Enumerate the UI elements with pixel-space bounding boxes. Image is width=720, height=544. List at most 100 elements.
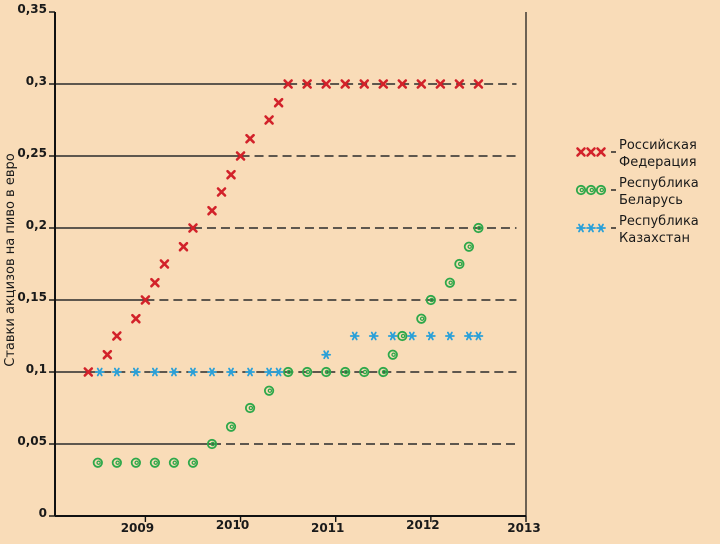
y-tick-label: 0,2 xyxy=(26,218,47,232)
legend-marker xyxy=(586,223,596,233)
data-point xyxy=(264,115,274,125)
legend-item-belarus: Республика Беларусь xyxy=(575,176,699,208)
marker-core xyxy=(589,187,595,193)
data-point xyxy=(416,79,427,89)
legend-label-line1: Российская xyxy=(619,138,697,153)
marker-ring xyxy=(321,366,332,378)
marker-stroke xyxy=(323,350,330,360)
marker-stroke xyxy=(83,367,94,377)
marker-ring xyxy=(387,349,398,360)
data-point xyxy=(378,366,389,378)
marker-ring xyxy=(302,366,313,378)
data-point xyxy=(340,79,351,89)
data-point xyxy=(188,223,198,233)
marker-core xyxy=(96,460,101,465)
marker-stroke xyxy=(340,79,351,89)
data-marks xyxy=(83,79,484,468)
marker-core xyxy=(391,352,396,357)
marker-stroke xyxy=(275,367,282,377)
data-point xyxy=(406,331,417,341)
legend-label-line2: Федерация xyxy=(619,155,697,170)
marker-core xyxy=(172,460,177,465)
data-point xyxy=(463,241,475,252)
series-belarus xyxy=(92,222,484,468)
legend-marker xyxy=(586,147,596,157)
data-point xyxy=(112,331,122,341)
marker-stroke xyxy=(112,331,122,341)
marker-ring xyxy=(130,457,141,468)
axis-layer: 0 0,05 0,1 0,15 0,2 0,25 0,3 0,35 2009 2010 2011 20… xyxy=(17,2,540,535)
marker-stroke xyxy=(359,79,370,89)
legend-item-russia: Российская Федерация xyxy=(576,138,697,170)
legend-marker xyxy=(575,184,587,196)
marker-stroke xyxy=(264,115,274,125)
legend-marker xyxy=(595,184,607,196)
marker-core xyxy=(324,369,330,375)
y-tick-label: 0,3 xyxy=(26,74,47,88)
data-point xyxy=(273,97,284,108)
data-point xyxy=(397,330,408,342)
marker-stroke xyxy=(159,259,170,269)
marker-stroke xyxy=(446,331,453,341)
marker-ring xyxy=(397,330,408,342)
data-point xyxy=(207,367,217,377)
marker-ring xyxy=(359,366,370,378)
data-point xyxy=(283,79,293,89)
marker-core xyxy=(153,460,158,465)
marker-ring xyxy=(444,277,455,288)
marker-core xyxy=(229,424,235,429)
marker-ring xyxy=(206,438,218,450)
marker-stroke xyxy=(588,223,594,233)
x-tick-label: 2009 xyxy=(121,521,154,535)
legend-marker xyxy=(576,147,586,157)
y-tick-label: 0,15 xyxy=(17,290,47,304)
marker-core xyxy=(210,441,216,447)
data-point xyxy=(244,402,256,414)
data-point xyxy=(111,367,122,377)
marker-stroke xyxy=(235,151,246,161)
marker-core xyxy=(476,225,482,231)
marker-core xyxy=(305,369,311,375)
marker-stroke xyxy=(596,147,606,157)
marker-core xyxy=(448,280,453,285)
marker-ring xyxy=(595,184,607,196)
legend-marker xyxy=(596,147,606,157)
data-point xyxy=(111,457,122,468)
marker-stroke xyxy=(473,79,484,89)
marker-stroke xyxy=(454,79,465,89)
data-point xyxy=(169,367,179,377)
data-point xyxy=(94,367,105,377)
marker-stroke xyxy=(435,79,446,89)
marker-stroke xyxy=(209,367,215,377)
marker-ring xyxy=(92,457,103,468)
marker-ring xyxy=(378,366,389,378)
marker-stroke xyxy=(171,367,177,377)
marker-core xyxy=(248,405,254,411)
marker-stroke xyxy=(408,331,415,341)
data-point xyxy=(378,79,389,89)
marker-stroke xyxy=(102,349,113,360)
data-point xyxy=(130,367,141,377)
legend-label-line1: Республика xyxy=(619,176,699,191)
legend-label-line2: Казахстан xyxy=(619,231,690,246)
marker-stroke xyxy=(378,79,389,89)
marker-stroke xyxy=(466,331,472,341)
marker-core xyxy=(419,316,425,321)
legend-label-line1: Республика xyxy=(619,214,699,229)
data-point xyxy=(159,259,170,269)
marker-core xyxy=(429,297,434,303)
marker-stroke xyxy=(302,79,312,89)
data-point xyxy=(168,457,180,468)
data-point xyxy=(321,366,332,378)
marker-stroke xyxy=(389,331,396,341)
marker-ring xyxy=(575,184,587,196)
y-tick-label: 0 xyxy=(39,506,47,520)
marker-ring xyxy=(244,402,256,414)
data-point xyxy=(397,79,408,89)
data-point xyxy=(321,350,332,360)
data-point xyxy=(273,367,284,377)
data-point xyxy=(387,349,398,360)
marker-stroke xyxy=(132,367,139,377)
data-point xyxy=(283,366,294,378)
